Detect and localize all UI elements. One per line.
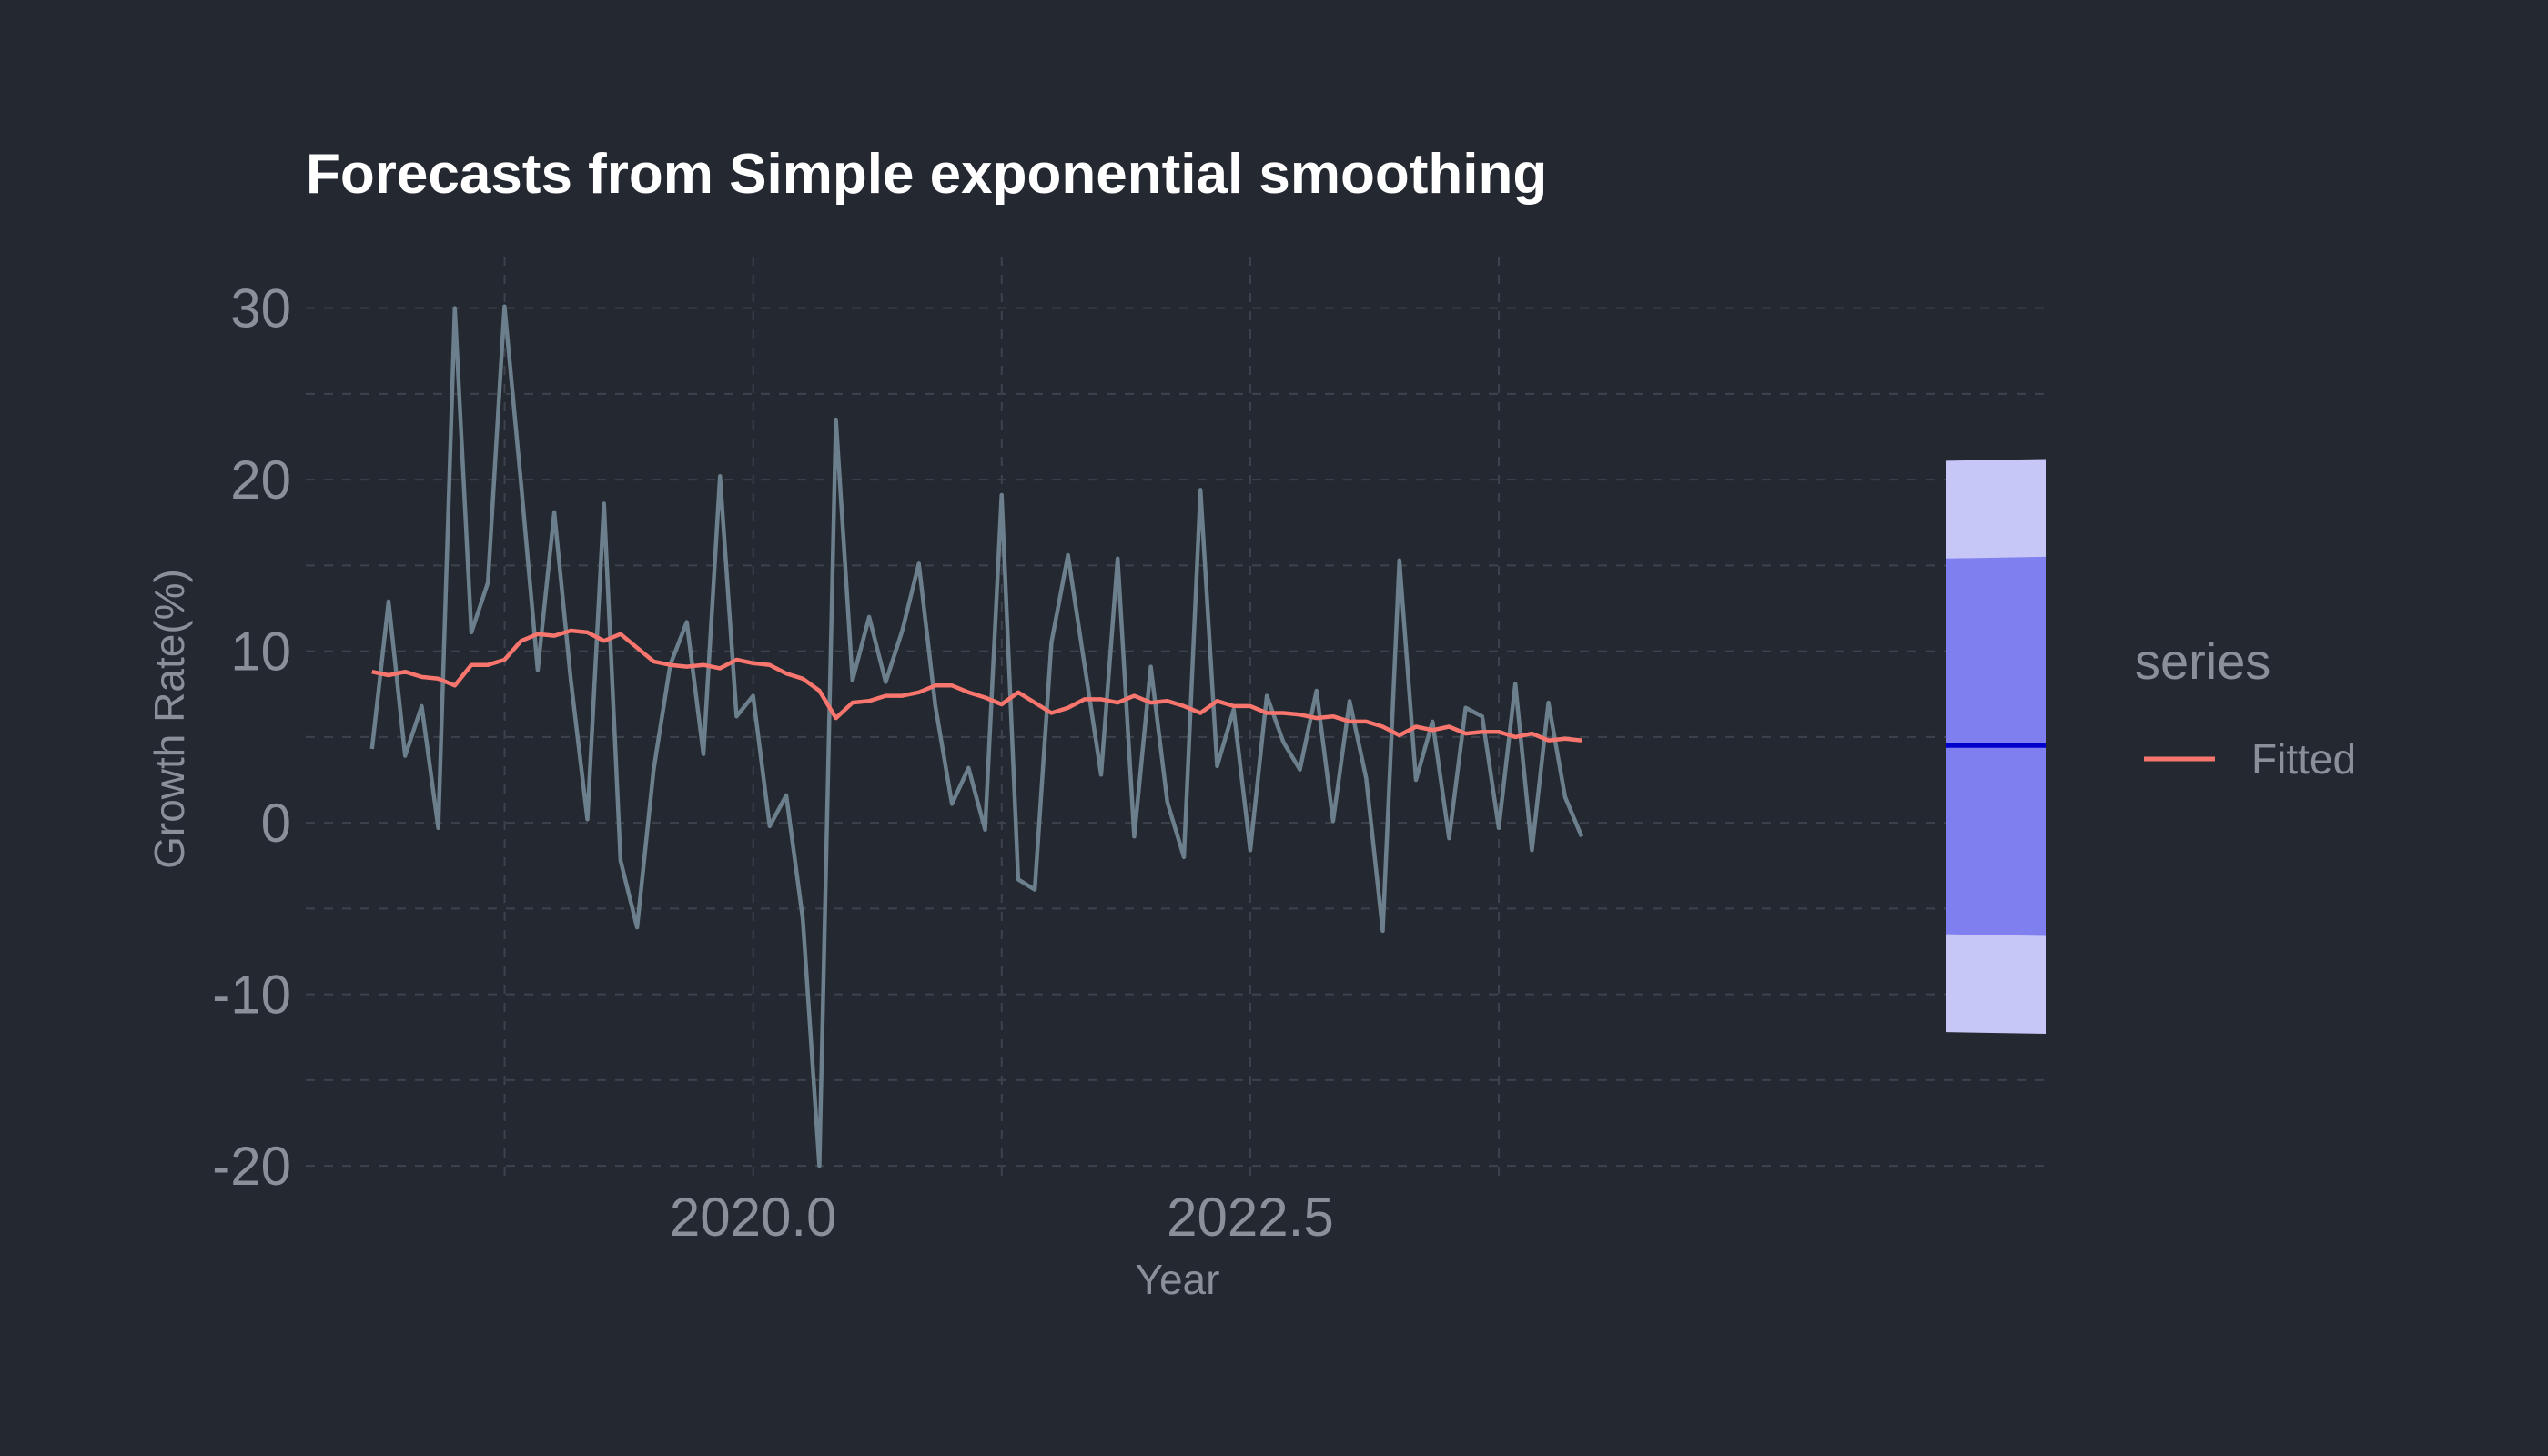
y-tick-label: 30 xyxy=(230,278,291,339)
x-tick-label: 2022.5 xyxy=(1167,1187,1334,1248)
chart-title: Forecasts from Simple exponential smooth… xyxy=(306,143,1547,206)
y-tick-label: 10 xyxy=(230,622,291,682)
grid-lines xyxy=(306,257,2046,1183)
y-tick-label: 20 xyxy=(230,450,291,511)
tick-labels: -20 -10 0 10 20 30 2020.0 2022.5 xyxy=(212,278,1333,1248)
legend: series Fitted xyxy=(2135,632,2356,783)
actual-series-line xyxy=(369,304,1584,1168)
x-axis-title: Year xyxy=(1136,1256,1220,1303)
y-tick-label: -20 xyxy=(212,1136,291,1197)
y-tick-label: 0 xyxy=(261,793,291,854)
legend-label-fitted: Fitted xyxy=(2251,735,2356,783)
fitted-series-line xyxy=(371,628,1582,743)
y-tick-label: -10 xyxy=(212,965,291,1026)
legend-title: series xyxy=(2135,632,2270,690)
y-axis-title: Growth Rate(%) xyxy=(146,569,193,869)
x-tick-label: 2020.0 xyxy=(670,1187,837,1248)
series-lines xyxy=(369,304,1584,1168)
prediction-intervals xyxy=(1946,459,2046,1034)
